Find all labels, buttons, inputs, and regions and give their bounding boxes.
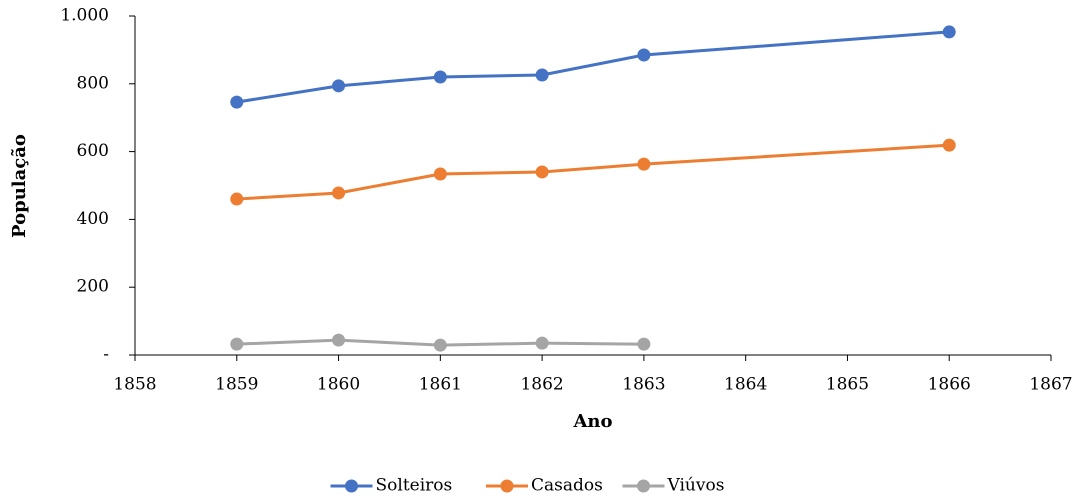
data-point [230, 337, 244, 351]
data-point [942, 138, 956, 152]
x-tick-label: 1865 [826, 375, 869, 395]
data-point [637, 337, 651, 351]
legend-label: Casados [531, 476, 603, 496]
series-line [236, 30, 950, 104]
x-tick-label: 1864 [724, 375, 767, 395]
legend-marker [345, 479, 358, 493]
data-point [433, 70, 447, 84]
data-point [332, 79, 346, 93]
y-tick-label: 1.000 [60, 6, 109, 26]
data-point [332, 333, 346, 347]
x-tick-label: 1860 [317, 375, 360, 395]
data-point [433, 167, 447, 181]
y-tick-label: - [103, 345, 109, 365]
legend-marker [500, 479, 514, 493]
x-tick-label: 1867 [1029, 375, 1072, 395]
data-point [942, 25, 956, 39]
legend-marker [637, 479, 650, 493]
y-axis-label: População [9, 134, 30, 238]
x-tick-label: 1858 [113, 375, 156, 395]
series-line [236, 143, 950, 201]
x-tick-label: 1861 [419, 375, 462, 395]
data-point [535, 336, 549, 350]
x-tick-label: 1862 [520, 375, 563, 395]
data-point [535, 68, 549, 82]
data-point [332, 186, 346, 200]
data-point [637, 157, 651, 171]
legend-label: Solteiros [376, 476, 453, 496]
data-point [535, 165, 549, 179]
y-tick-label: 800 [77, 73, 109, 93]
y-tick-label: 200 [77, 277, 109, 297]
y-tick-label: 600 [77, 141, 109, 161]
legend-label: Viúvos [667, 476, 725, 496]
data-point [433, 338, 447, 352]
x-axis-label: Ano [572, 411, 612, 432]
data-point [230, 95, 244, 109]
data-point [637, 48, 651, 62]
x-tick-label: 1863 [622, 375, 665, 395]
data-point [230, 192, 244, 206]
y-tick-label: 400 [77, 209, 109, 229]
x-tick-label: 1866 [928, 375, 971, 395]
x-tick-label: 1859 [215, 375, 258, 395]
